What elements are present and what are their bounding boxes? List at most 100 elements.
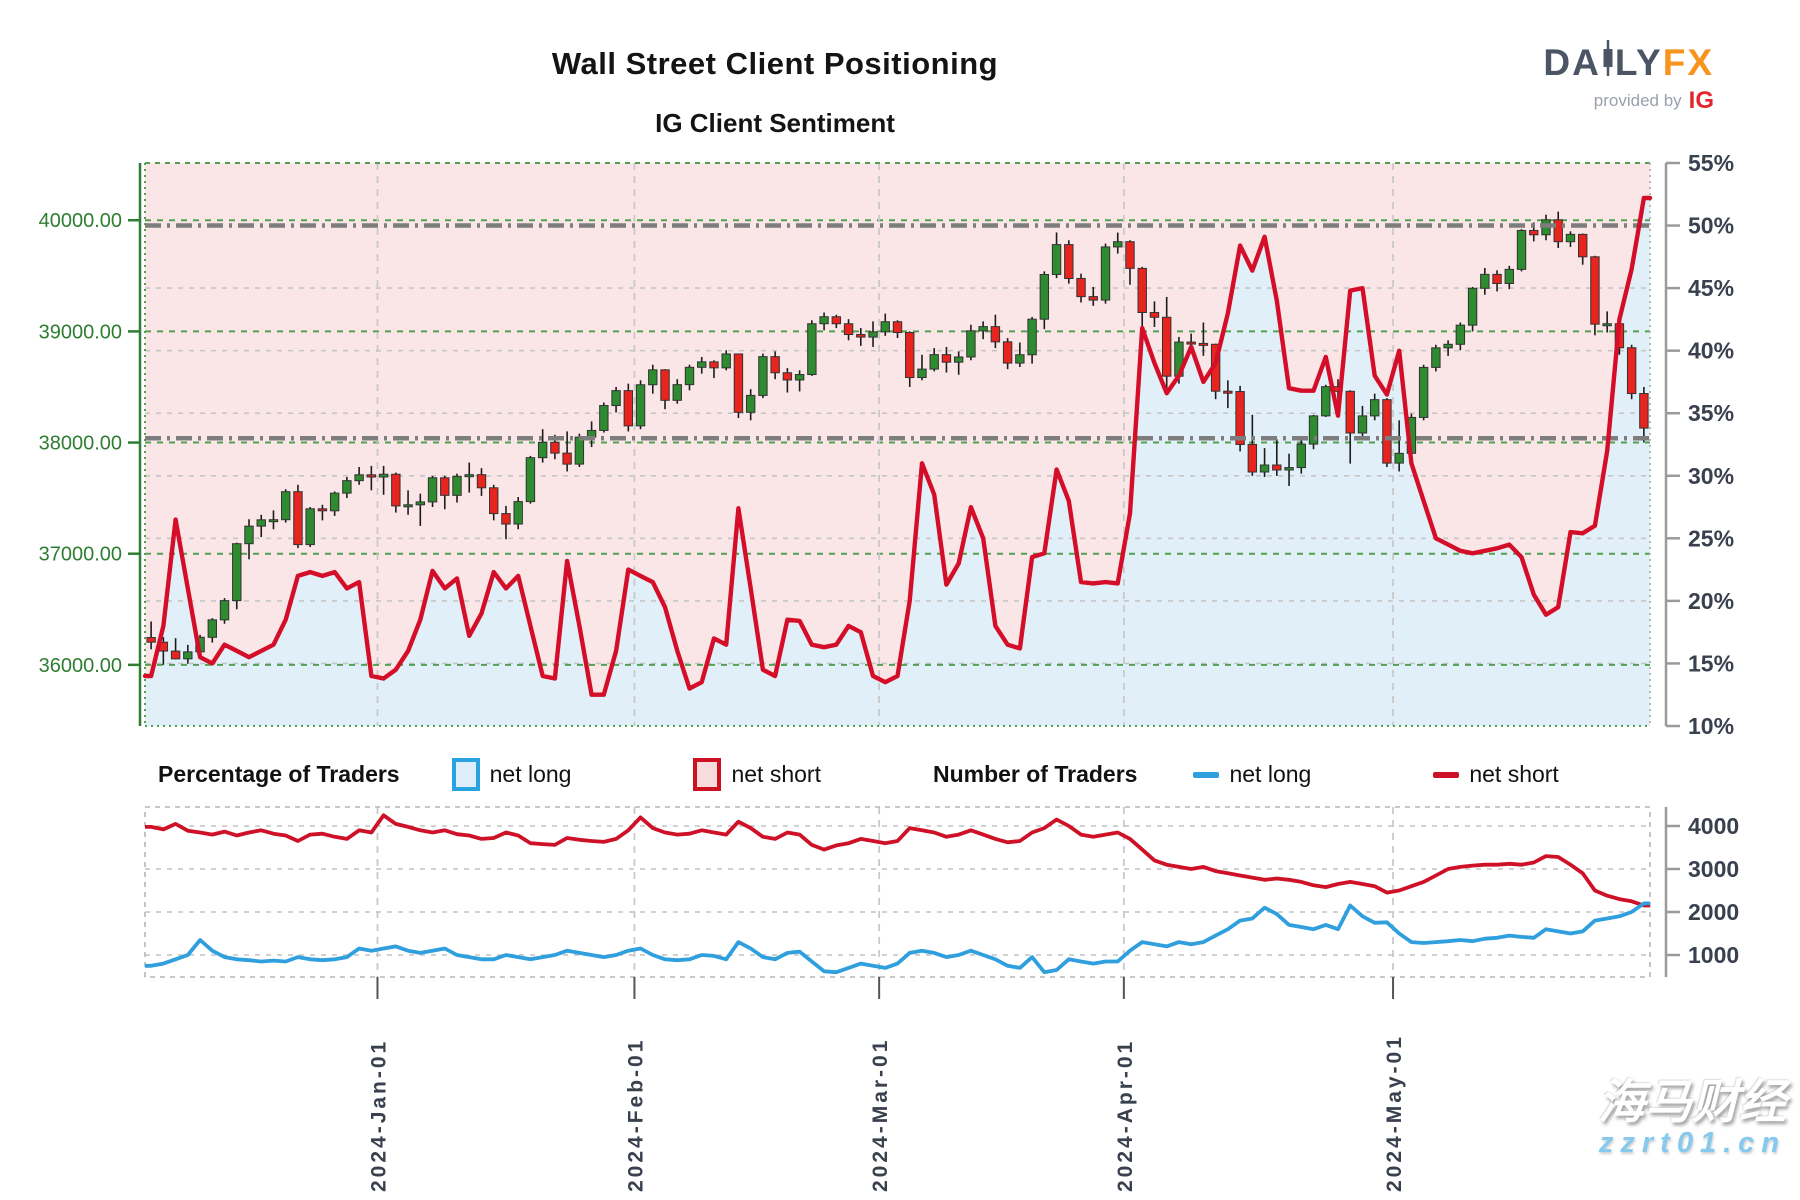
candle-down — [366, 474, 377, 478]
candle-down — [733, 353, 744, 413]
candle-up — [537, 441, 548, 459]
price-axis-label: 40000.00 — [39, 210, 122, 232]
candle-down — [856, 334, 866, 338]
candle-up — [1321, 386, 1331, 417]
candle-down — [550, 441, 560, 454]
candle-down — [317, 508, 328, 512]
pct-axis-label: 55% — [1688, 150, 1734, 176]
candle-down — [1186, 341, 1196, 345]
candlesticks — [146, 211, 1649, 665]
pct-axis-label: 25% — [1688, 525, 1734, 551]
candle-up — [1431, 347, 1441, 368]
candle-up — [244, 525, 254, 545]
dailyfx-wordmark: DA LY FX — [1543, 40, 1714, 85]
page-title: Wall Street Client Positioning — [551, 46, 999, 81]
traders-axis-label: 1000 — [1688, 942, 1739, 968]
candle-up — [232, 543, 242, 602]
pct-axis-label: 15% — [1688, 650, 1734, 676]
candle-down — [1345, 390, 1355, 434]
candle-down — [623, 390, 634, 427]
candle-up — [697, 361, 707, 368]
date-axis-label: 2024-Jan-01 — [367, 1039, 390, 1192]
candle-up — [1480, 273, 1490, 289]
candle-up — [464, 474, 474, 478]
candle-down — [440, 477, 450, 496]
candle-up — [635, 384, 646, 427]
provided-by-text: provided by — [1593, 91, 1682, 110]
candle-up — [1467, 287, 1478, 326]
candle-down — [1578, 233, 1588, 258]
candle-down — [1076, 277, 1086, 298]
candle-up — [1296, 443, 1306, 469]
logo-text-fx: FX — [1662, 41, 1714, 83]
candle-down — [1223, 390, 1233, 394]
candle-down — [1272, 464, 1282, 471]
candle-up — [281, 491, 291, 521]
candle-up — [648, 369, 658, 386]
candle-down — [1553, 219, 1563, 243]
candle-down — [1149, 312, 1160, 318]
logo-provided-by: provided by IG — [1543, 87, 1714, 115]
candle-down — [293, 491, 303, 546]
candle-up — [1100, 246, 1111, 301]
date-axis-label: 2024-Feb-01 — [624, 1038, 647, 1192]
price-axis-label: 36000.00 — [39, 655, 122, 677]
candle-up — [953, 356, 964, 363]
candle-down — [1529, 229, 1539, 236]
logo-text-da: DA — [1543, 41, 1601, 83]
candle-up — [721, 353, 731, 369]
legend: Percentage of Traders net long net short… — [158, 758, 1559, 791]
candle-up — [452, 475, 462, 496]
date-axis-label: 2024-Mar-01 — [869, 1038, 892, 1192]
pct-axis-label: 20% — [1688, 588, 1734, 614]
candle-down — [1161, 316, 1172, 377]
chart-subtitle: IG Client Sentiment — [655, 108, 895, 138]
price-axis-label: 38000.00 — [39, 433, 122, 455]
net-long-line-icon — [1193, 771, 1220, 778]
candle-down — [892, 321, 903, 334]
candle-up — [1284, 467, 1294, 471]
candle-down — [843, 323, 854, 336]
candle-up — [415, 501, 426, 506]
net-short-area — [145, 163, 1650, 695]
candle-up — [378, 473, 389, 478]
sentiment-area-fills — [145, 163, 1650, 726]
date-axis-label: 2024-May-01 — [1383, 1034, 1406, 1192]
traders-panel — [144, 806, 1651, 978]
watermark: 海马财经 zzrt01.cn — [1598, 1076, 1786, 1160]
candle-down — [1064, 244, 1074, 279]
candle-up — [329, 492, 340, 512]
candle-up — [1369, 399, 1380, 417]
candle-down — [1137, 267, 1147, 314]
candle-down — [1382, 399, 1392, 464]
net-short-swatch-icon — [693, 758, 722, 791]
candle-up — [807, 323, 817, 376]
candle-up — [268, 519, 279, 523]
pct-axis-label: 45% — [1688, 275, 1734, 301]
price-axis: 40000.00 39000.00 38000.00 37000.00 36000.00 — [39, 163, 142, 726]
candle-up — [1602, 323, 1612, 327]
candle-up — [929, 354, 939, 370]
candle-down — [905, 332, 915, 379]
sentiment-line — [142, 195, 1653, 697]
candle-down — [1626, 347, 1637, 395]
candle-down — [476, 474, 487, 489]
candle-down — [660, 369, 670, 401]
candle-up — [819, 316, 829, 325]
candle-down — [501, 513, 511, 525]
plot-borders — [144, 162, 1651, 727]
candle-up — [966, 330, 976, 358]
price-axis-label: 39000.00 — [39, 321, 122, 343]
candle-up — [219, 600, 230, 621]
candle-up — [1051, 244, 1062, 275]
pct-axis: 55% 50% 45% 40% 35% 30% 25% 20% 15% 10% — [1664, 150, 1734, 739]
pct-axis-label: 30% — [1688, 463, 1734, 489]
candle-up — [1039, 273, 1050, 320]
pct-axis-label: 10% — [1688, 713, 1734, 739]
candle-up — [978, 326, 988, 332]
candle-up — [427, 477, 438, 503]
candle-up — [758, 356, 768, 396]
net-long-count-line — [145, 901, 1650, 975]
